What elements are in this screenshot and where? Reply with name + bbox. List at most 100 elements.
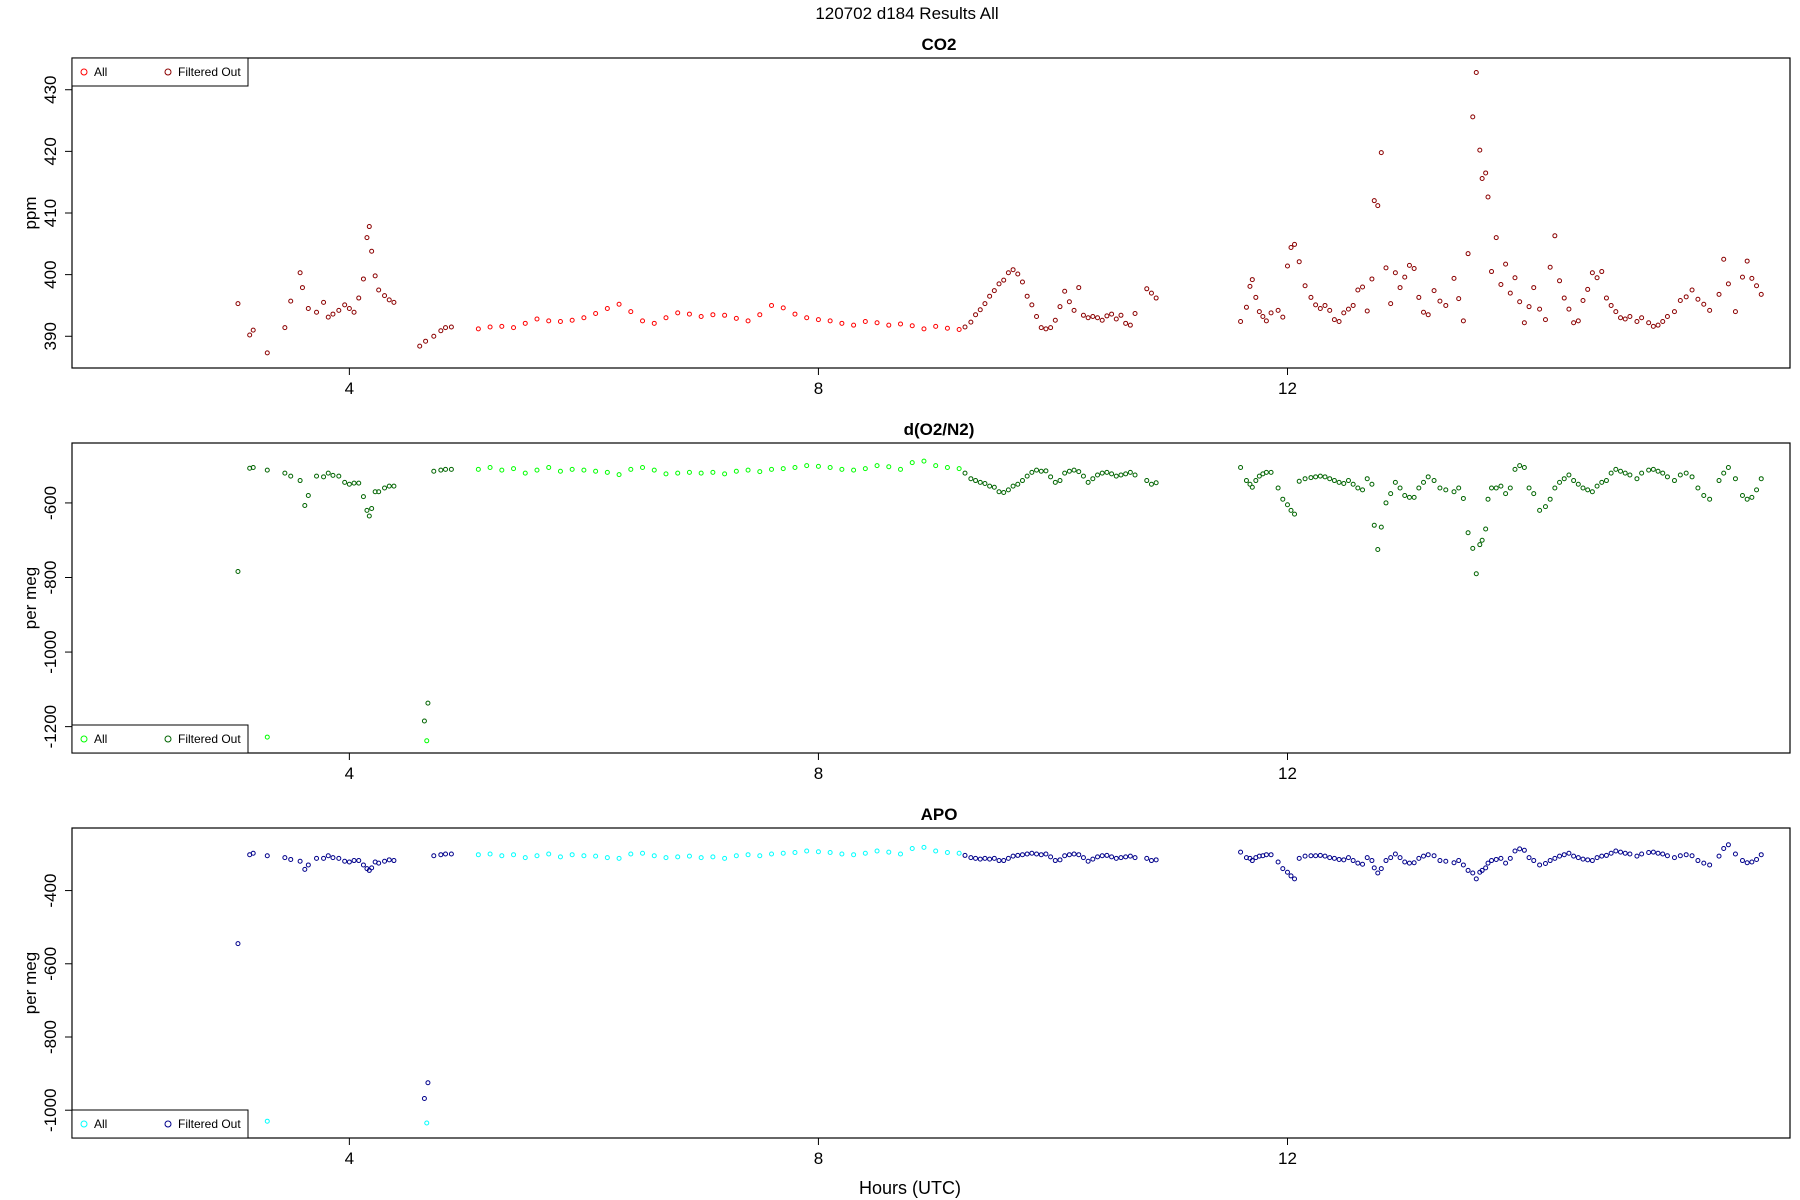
- data-point: [780, 305, 786, 311]
- x-tick-label: 4: [345, 379, 354, 398]
- data-point: [1029, 302, 1035, 308]
- data-point: [1465, 867, 1471, 873]
- data-point: [1127, 853, 1133, 859]
- data-point: [1489, 269, 1495, 275]
- data-point: [628, 851, 634, 857]
- data-point: [1043, 468, 1049, 474]
- data-point: [1547, 858, 1553, 864]
- data-point: [968, 855, 974, 861]
- data-point: [1144, 478, 1150, 484]
- data-point: [1677, 853, 1683, 859]
- data-point: [1360, 284, 1366, 290]
- data-point: [1402, 274, 1408, 280]
- data-point: [1350, 858, 1356, 864]
- data-point: [1580, 485, 1586, 491]
- data-point: [757, 312, 763, 318]
- data-point: [1066, 852, 1072, 858]
- series-filtered-out: [235, 842, 1764, 1101]
- data-point: [1479, 175, 1485, 181]
- data-point: [443, 851, 449, 857]
- data-point: [336, 473, 342, 479]
- data-point: [745, 318, 751, 324]
- data-point: [651, 853, 657, 859]
- data-point: [302, 503, 308, 509]
- data-point: [1280, 496, 1286, 502]
- data-point: [1489, 858, 1495, 864]
- data-point: [1336, 856, 1342, 862]
- y-tick-label: -1000: [41, 630, 60, 673]
- data-point: [511, 466, 517, 472]
- data-point: [593, 853, 599, 859]
- data-point: [1327, 307, 1333, 313]
- data-point: [862, 466, 868, 472]
- data-point: [1608, 850, 1614, 856]
- data-point: [663, 471, 669, 477]
- data-point: [1589, 858, 1595, 864]
- data-point: [1664, 474, 1670, 480]
- data-point: [1622, 470, 1628, 476]
- data-point: [1015, 852, 1021, 858]
- data-point: [557, 854, 563, 860]
- data-point: [1716, 853, 1722, 859]
- data-point: [499, 323, 505, 329]
- data-point: [780, 466, 786, 472]
- data-point: [1456, 858, 1462, 864]
- data-point: [886, 464, 892, 470]
- data-point: [1561, 476, 1567, 482]
- data-point: [1392, 270, 1398, 276]
- data-point: [1547, 264, 1553, 270]
- data-point: [1388, 301, 1394, 307]
- data-point: [1603, 478, 1609, 484]
- legend: All Filtered Out: [71, 1109, 249, 1139]
- data-point: [1280, 314, 1286, 320]
- data-point: [391, 483, 397, 489]
- data-point: [1465, 251, 1471, 257]
- data-point: [1660, 318, 1666, 324]
- data-point: [1594, 483, 1600, 489]
- data-point: [522, 320, 528, 326]
- data-point: [1080, 855, 1086, 861]
- data-point: [1302, 476, 1308, 482]
- data-point: [1268, 310, 1274, 316]
- data-point: [1608, 302, 1614, 308]
- data-point: [1451, 489, 1457, 495]
- plot-frame: [71, 57, 1791, 369]
- data-point: [321, 855, 327, 861]
- legend-marker: [164, 735, 172, 743]
- data-point: [921, 326, 927, 332]
- plot-frame: [71, 827, 1791, 1139]
- data-point: [1247, 283, 1253, 289]
- data-point: [1580, 856, 1586, 862]
- data-point: [546, 851, 552, 857]
- data-point: [982, 481, 988, 487]
- data-point: [297, 858, 303, 864]
- data-point: [448, 851, 454, 857]
- data-point: [1104, 852, 1110, 858]
- data-point: [443, 466, 449, 472]
- data-point: [1585, 286, 1591, 292]
- data-point: [1292, 511, 1298, 517]
- figure-title: 120702 d184 Results All: [815, 4, 998, 23]
- data-point: [569, 852, 575, 858]
- series-all: [264, 458, 962, 744]
- data-point: [745, 467, 751, 473]
- data-point: [1090, 314, 1096, 320]
- data-point: [1477, 147, 1483, 153]
- data-point: [1473, 571, 1479, 577]
- data-point: [1322, 853, 1328, 859]
- data-point: [1118, 855, 1124, 861]
- data-point: [1364, 476, 1370, 482]
- data-point: [448, 466, 454, 472]
- data-point: [1557, 853, 1563, 859]
- data-point: [1071, 467, 1077, 473]
- data-point: [297, 270, 303, 276]
- data-point: [1024, 473, 1030, 479]
- data-point: [1127, 469, 1133, 475]
- data-point: [1402, 492, 1408, 498]
- data-point: [1552, 485, 1558, 491]
- data-point: [1655, 850, 1661, 856]
- data-point: [1493, 856, 1499, 862]
- data-point: [475, 326, 481, 332]
- data-point: [1076, 285, 1082, 291]
- data-point: [1477, 542, 1483, 548]
